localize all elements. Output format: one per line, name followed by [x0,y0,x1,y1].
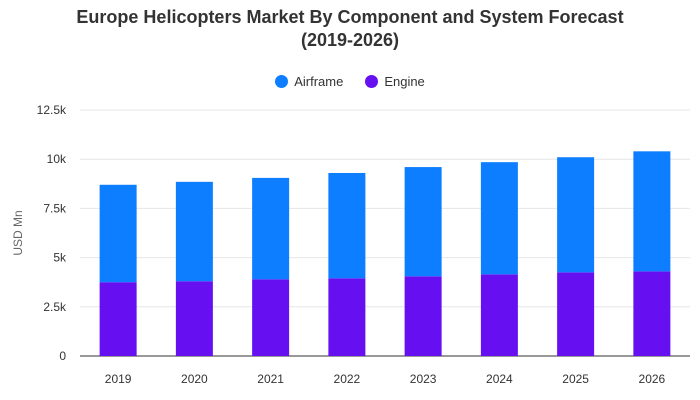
bar-engine-2022 [328,278,366,356]
bar-airframe-2025 [557,157,595,273]
legend-label-engine: Engine [384,74,425,89]
legend-swatch-airframe [275,75,289,88]
bar-airframe-2019 [99,184,137,283]
chart-title-line-2: (2019-2026) [300,30,400,50]
chart-title-line-1: Europe Helicopters Market By Component a… [76,7,624,27]
y-tick-label: 7.5k [43,201,67,215]
bar-engine-2020 [175,281,213,356]
bar-engine-2026 [633,271,671,356]
x-tick-label: 2024 [486,372,513,386]
x-tick-label: 2026 [639,372,666,386]
bar-engine-2019 [99,282,137,356]
x-tick-label: 2020 [181,372,208,386]
legend-item-airframe[interactable]: Airframe [275,74,343,89]
legend-swatch-engine [365,75,379,88]
legend-item-engine[interactable]: Engine [365,74,425,89]
y-tick-label: 12.5k [37,103,67,117]
y-tick-label: 5k [53,251,67,265]
bar-engine-2024 [480,274,518,356]
y-tick-label: 2.5k [43,300,67,314]
bar-airframe-2022 [328,172,366,279]
bar-airframe-2021 [252,177,290,280]
x-tick-label: 2023 [410,372,437,386]
bar-engine-2021 [252,279,290,356]
bar-engine-2023 [404,276,442,356]
bar-airframe-2020 [175,181,213,282]
bar-engine-2025 [557,272,595,356]
y-tick-label: 0 [59,349,66,363]
x-tick-label: 2019 [105,372,132,386]
x-tick-label: 2022 [334,372,361,386]
bar-airframe-2024 [480,162,518,275]
y-tick-label: 10k [47,152,67,166]
bar-airframe-2026 [633,151,671,272]
x-tick-label: 2025 [562,372,589,386]
chart-title: Europe Helicopters Market By Component a… [0,6,700,52]
y-axis-title: USD Mn [11,210,25,255]
bar-airframe-2023 [404,167,442,277]
legend-label-airframe: Airframe [294,74,344,89]
x-tick-label: 2021 [257,372,284,386]
legend: Airframe Engine [0,74,700,89]
